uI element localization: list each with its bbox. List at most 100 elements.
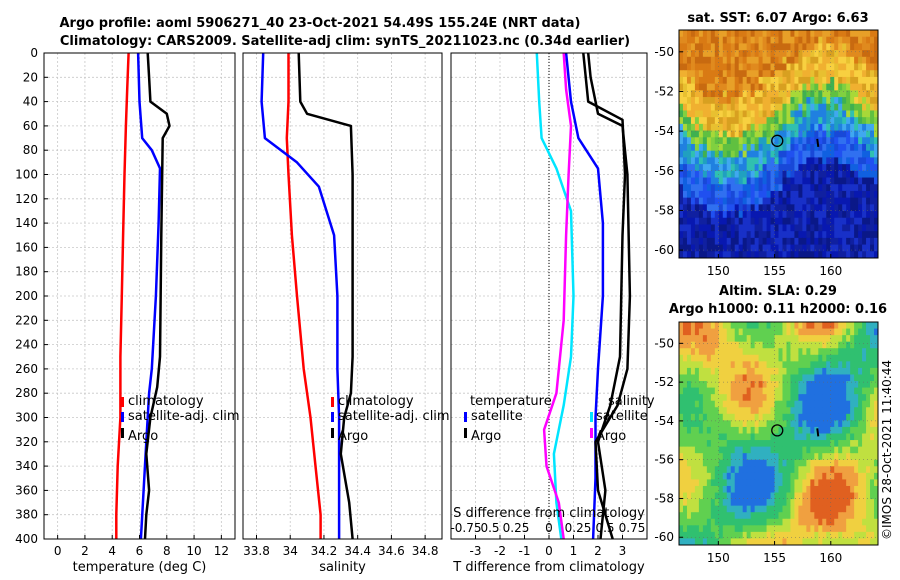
map-cell [794, 197, 799, 205]
map-cell [679, 433, 684, 441]
map-cell [746, 50, 752, 58]
map-cell [834, 110, 839, 118]
map-cell [750, 251, 756, 259]
map-cell [730, 512, 736, 520]
map-cell [770, 56, 775, 64]
map-cell [774, 400, 779, 408]
y-tick-label: 300 [15, 411, 38, 425]
map-cell [858, 420, 863, 428]
map-cell [718, 413, 724, 421]
map-cell [734, 144, 740, 152]
map-cell [778, 374, 783, 382]
map-cell [846, 177, 851, 185]
map-cell [710, 123, 716, 131]
map-cell [870, 103, 875, 111]
map-cell [754, 381, 759, 388]
map-cell [682, 50, 688, 58]
map-cell [730, 36, 736, 44]
map-cell [862, 381, 867, 388]
map-cell [854, 407, 859, 415]
map-cell [850, 538, 855, 546]
map-cell [802, 499, 807, 507]
map-cell [806, 485, 811, 493]
map-cell [690, 190, 696, 199]
map-cell [682, 354, 688, 362]
map-cell [762, 63, 767, 71]
map-cell [682, 348, 688, 356]
map-cell [730, 394, 736, 402]
map-cell [679, 50, 684, 58]
map-cell [786, 466, 791, 474]
map-cell [718, 335, 724, 343]
map-cell [874, 367, 879, 375]
map-cell [814, 164, 819, 172]
map-cell [766, 512, 771, 520]
map-cell [854, 354, 859, 362]
map-cell [766, 43, 771, 51]
map-cell [822, 512, 827, 520]
map-cell [742, 164, 748, 172]
map-cell [870, 144, 875, 152]
map-cell [766, 30, 771, 38]
map-cell [810, 433, 815, 441]
map-cell [698, 184, 704, 192]
map-cell [782, 381, 787, 388]
map-cell [778, 103, 783, 111]
map-cell [862, 446, 867, 454]
map-cell [706, 472, 712, 480]
map-cell [746, 211, 752, 219]
map-cell [798, 164, 803, 172]
map-cell [830, 76, 835, 85]
map-cell [738, 50, 744, 58]
map-cell [766, 170, 771, 178]
map-cell [730, 472, 736, 480]
map-cell [802, 83, 807, 91]
map-cell [798, 531, 803, 539]
map-cell [710, 400, 716, 408]
x-tick-label: 0 [54, 544, 62, 558]
map-cell [874, 204, 879, 212]
map-cell [682, 374, 688, 382]
map-cell [850, 63, 855, 71]
map-cell [790, 90, 795, 98]
map-cell [686, 505, 692, 513]
map-cell [722, 499, 728, 507]
map-cell [802, 505, 807, 513]
map-cell [738, 367, 744, 375]
map-cell [782, 137, 787, 145]
map-cell [790, 426, 795, 434]
map-cell [862, 211, 867, 219]
map-cell [758, 433, 763, 441]
map-cell [826, 97, 831, 105]
map-cell [818, 374, 823, 382]
map-cell [782, 374, 787, 382]
map-cell [730, 83, 736, 91]
map-cell [746, 512, 752, 520]
map-cell [870, 413, 875, 421]
map-cell [850, 110, 855, 118]
map-cell [714, 90, 720, 98]
map-cell [702, 394, 708, 402]
map-cell [679, 367, 684, 375]
map-cell [738, 413, 744, 421]
map-cell [838, 30, 843, 38]
map-cell [786, 197, 791, 205]
map-cell [862, 76, 867, 85]
x-tick-label: 4 [108, 544, 116, 558]
map-cell [754, 472, 759, 480]
map-cell [874, 231, 879, 239]
map-cell [702, 97, 708, 105]
map-cell [870, 328, 875, 336]
map-cell [718, 433, 724, 441]
map-cell [718, 190, 724, 199]
map-cell [726, 70, 732, 78]
map-cell [830, 381, 835, 388]
map-cell [850, 83, 855, 91]
map-cell [850, 190, 855, 199]
map-cell [702, 459, 708, 467]
map-cell [694, 440, 700, 448]
map-cell [770, 374, 775, 382]
map-cell [786, 433, 791, 441]
map-cell [818, 217, 823, 225]
map-cell [770, 231, 775, 239]
